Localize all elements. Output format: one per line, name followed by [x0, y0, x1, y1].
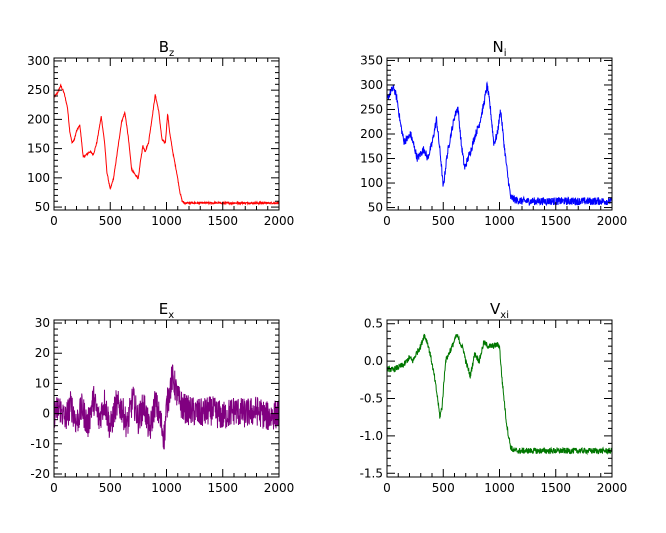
x-tick-label: 500	[432, 214, 455, 228]
y-tick-label: 0.0	[364, 354, 383, 368]
y-tick-label: 150	[27, 142, 50, 156]
series-line	[386, 80, 613, 207]
x-tick-label: 1500	[207, 214, 238, 228]
chart-title-subscript: x	[168, 310, 174, 321]
x-tick-label: 500	[99, 481, 122, 495]
y-tick-label: 200	[27, 112, 50, 126]
x-tick-label: 0	[50, 214, 58, 228]
y-tick-label: 350	[360, 53, 383, 67]
chart-title-subscript: xi	[500, 310, 509, 321]
y-tick-label: 50	[368, 201, 383, 215]
y-tick-label: 30	[35, 316, 50, 330]
chart-title: Bz	[159, 38, 175, 59]
y-tick-label: -1.0	[360, 429, 383, 443]
y-tick-label: 200	[360, 127, 383, 141]
y-tick-label: 300	[360, 78, 383, 92]
y-tick-label: 0.5	[364, 317, 383, 331]
chart-title-subscript: i	[504, 48, 507, 59]
plot-frame	[386, 57, 613, 211]
y-tick-label: 150	[360, 152, 383, 166]
y-tick-label: 50	[35, 200, 50, 214]
y-tick-label: -1.5	[360, 466, 383, 480]
chart-title: Vxi	[490, 300, 509, 321]
series-line	[386, 333, 613, 456]
y-tick-label: 250	[360, 102, 383, 116]
x-tick-label: 2000	[597, 214, 628, 228]
x-tick-label: 1000	[151, 481, 182, 495]
x-tick-label: 1500	[540, 214, 571, 228]
y-tick-label: -20	[30, 467, 50, 481]
x-tick-label: 500	[432, 481, 455, 495]
x-tick-label: 2000	[264, 481, 295, 495]
chart-panel-ni: Ni 0 500 1000 1500 2000 50 100 150 200 250 300 350	[360, 38, 627, 228]
x-tick-label: 1000	[484, 214, 515, 228]
x-tick-label: 500	[99, 214, 122, 228]
x-tick-label: 0	[50, 481, 58, 495]
y-tick-label: 10	[35, 376, 50, 390]
x-tick-label: 1000	[484, 481, 515, 495]
y-tick-label: -10	[30, 437, 50, 451]
y-tick-label: -0.5	[360, 392, 383, 406]
chart-panel-ex: Ex 0 500 1000 1500 2000 -20 -10 0 10 20 30	[30, 300, 294, 495]
chart-panel-bz: Bz 0 500 1000 1500 2000 50 100 150 200 250 300	[27, 38, 294, 228]
x-tick-label: 0	[383, 481, 391, 495]
y-tick-label: 0	[42, 407, 50, 421]
x-tick-label: 1000	[151, 214, 182, 228]
y-tick-label: 20	[35, 346, 50, 360]
x-tick-label: 0	[383, 214, 391, 228]
y-tick-label: 100	[360, 176, 383, 190]
y-tick-label: 100	[27, 171, 50, 185]
series-line	[53, 364, 280, 450]
x-tick-label: 2000	[597, 481, 628, 495]
series-line	[53, 83, 280, 206]
y-tick-label: 250	[27, 83, 50, 97]
y-tick-label: 300	[27, 54, 50, 68]
x-tick-label: 2000	[264, 214, 295, 228]
x-tick-label: 1500	[207, 481, 238, 495]
chart-title: Ni	[492, 38, 506, 59]
chart-title-subscript: z	[169, 48, 174, 59]
chart-panel-vxi: Vxi 0 500 1000 1500 2000 -1.5 -1.0 -0.5 0.0 0.5	[360, 300, 628, 495]
chart-title: Ex	[159, 300, 174, 321]
x-tick-label: 1500	[540, 481, 571, 495]
